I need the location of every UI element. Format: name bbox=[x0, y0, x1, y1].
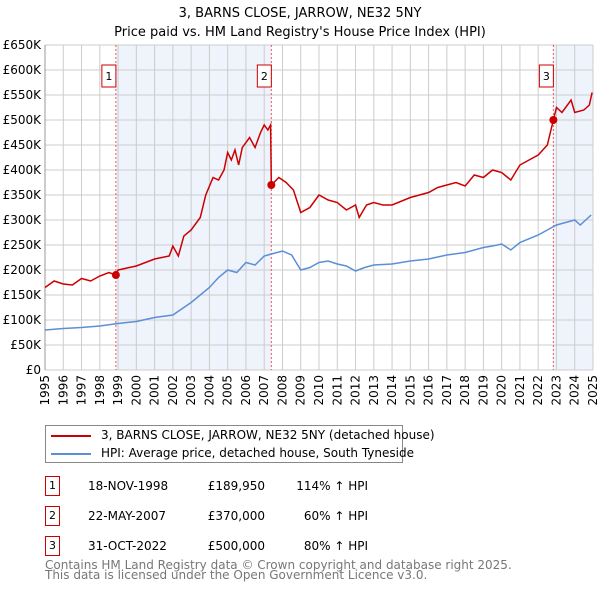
sale-point bbox=[111, 271, 120, 280]
sale-price: £189,950 bbox=[207, 479, 265, 493]
y-tick-label: £150K bbox=[3, 288, 43, 302]
y-tick-label: £600K bbox=[3, 63, 43, 77]
x-tick-label: 2020 bbox=[495, 375, 509, 406]
x-tick-label: 2025 bbox=[586, 375, 600, 406]
x-tick-label: 2024 bbox=[568, 375, 582, 406]
x-tick-label: 2023 bbox=[549, 375, 563, 406]
price-chart: 1995 1996 1997 1998 1999 2000 2001 2002 2003 2004… bbox=[3, 38, 600, 406]
sale-date: 22-MAY-2007 bbox=[88, 509, 167, 523]
footer-line2: This data is licensed under the Open Gov… bbox=[45, 568, 428, 582]
y-tick-label: £300K bbox=[3, 213, 43, 227]
x-tick-label: 2005 bbox=[221, 375, 235, 406]
x-tick-label: 2001 bbox=[148, 375, 162, 406]
x-tick-label: 2010 bbox=[312, 375, 326, 406]
x-tick-label: 2008 bbox=[275, 375, 289, 406]
legend-red-line bbox=[51, 435, 91, 437]
y-tick-label: £550K bbox=[3, 88, 43, 102]
sale-price: £370,000 bbox=[207, 509, 265, 523]
x-tick-label: 2022 bbox=[531, 375, 545, 406]
x-tick-label: 2004 bbox=[202, 375, 216, 406]
footer-line1: Contains HM Land Registry data © Crown c… bbox=[45, 558, 512, 572]
sale-marker-box bbox=[256, 64, 272, 88]
sale-number-box: 1 bbox=[45, 476, 60, 496]
y-tick-label: £200K bbox=[3, 263, 43, 277]
sale-price: £500,000 bbox=[207, 539, 265, 553]
x-tick-label: 2002 bbox=[166, 375, 180, 406]
shaded-period bbox=[553, 45, 593, 370]
sale-date: 18-NOV-1998 bbox=[88, 479, 169, 493]
sale-point bbox=[549, 116, 558, 124]
sale-marker-box bbox=[101, 64, 117, 88]
legend-property: 3, BARNS CLOSE, JARROW, NE32 5NY (detach… bbox=[101, 428, 435, 442]
x-tick-label: 2019 bbox=[476, 375, 490, 406]
sale-marker-box bbox=[538, 64, 554, 88]
x-tick-label: 2009 bbox=[294, 375, 308, 406]
sale-hpi-change: 114% ↑ HPI bbox=[296, 479, 368, 493]
y-tick-label: £0 bbox=[26, 363, 41, 377]
y-tick-label: £50K bbox=[10, 338, 42, 352]
x-tick-label: 2003 bbox=[184, 375, 198, 406]
footer: Contains HM Land Registry data © Crown c… bbox=[45, 558, 512, 582]
sale-number-box: 3 bbox=[45, 536, 60, 556]
sale-marker-label: 1 bbox=[105, 70, 112, 83]
y-tick-label: £450K bbox=[3, 138, 43, 152]
y-tick-label: £650K bbox=[3, 38, 43, 52]
chart-title: 3, BARNS CLOSE, JARROW, NE32 5NY bbox=[178, 6, 422, 21]
x-tick-label: 2000 bbox=[129, 375, 143, 406]
sale-point bbox=[267, 181, 276, 189]
sale-hpi-change: 60% ↑ HPI bbox=[303, 509, 368, 523]
price-line bbox=[44, 92, 593, 289]
x-tick-label: 1996 bbox=[56, 375, 70, 406]
x-tick-label: 1997 bbox=[75, 375, 89, 406]
sale-date: 31-OCT-2022 bbox=[88, 539, 167, 553]
y-tick-label: £500K bbox=[3, 113, 43, 127]
x-tick-label: 2014 bbox=[385, 375, 399, 406]
shaded-period bbox=[115, 45, 272, 370]
y-tick-label: £100K bbox=[3, 313, 43, 327]
y-tick-label: £400K bbox=[3, 163, 43, 177]
sale-marker-label: 2 bbox=[261, 70, 268, 83]
sale-marker-label: 3 bbox=[543, 70, 550, 83]
x-tick-label: 1998 bbox=[93, 375, 107, 406]
x-tick-label: 2013 bbox=[367, 375, 381, 406]
hpi-line bbox=[44, 214, 592, 331]
sale-hpi-change: 80% ↑ HPI bbox=[303, 539, 368, 553]
x-tick-label: 2016 bbox=[422, 375, 436, 406]
x-tick-label: 2012 bbox=[349, 375, 363, 406]
y-tick-label: £350K bbox=[3, 188, 43, 202]
x-tick-label: 2021 bbox=[513, 375, 527, 406]
x-tick-label: 1995 bbox=[38, 375, 52, 406]
sale-number-box: 2 bbox=[45, 506, 60, 526]
x-tick-label: 2017 bbox=[440, 375, 454, 406]
x-tick-label: 1999 bbox=[111, 375, 125, 406]
x-tick-label: 2011 bbox=[330, 375, 344, 406]
chart-subtitle: Price paid vs. HM Land Registry's House … bbox=[114, 25, 486, 40]
x-tick-label: 2015 bbox=[403, 375, 417, 406]
x-tick-label: 2006 bbox=[239, 375, 253, 406]
legend-hpi: HPI: Average price, detached house, Sout… bbox=[101, 446, 414, 460]
y-tick-label: £250K bbox=[3, 238, 43, 252]
legend-blue-line bbox=[51, 453, 91, 455]
x-tick-label: 2018 bbox=[458, 375, 472, 406]
x-tick-label: 2007 bbox=[257, 375, 271, 406]
legend: 3, BARNS CLOSE, JARROW, NE32 5NY (detach… bbox=[45, 425, 435, 463]
